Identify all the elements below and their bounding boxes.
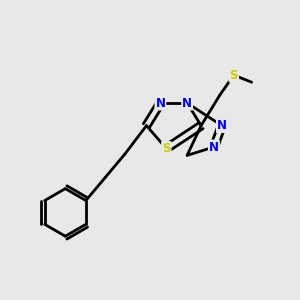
Text: N: N — [209, 140, 219, 154]
Text: S: S — [162, 142, 171, 155]
Text: N: N — [155, 97, 165, 110]
Text: N: N — [217, 119, 227, 132]
Text: N: N — [182, 97, 192, 110]
Text: S: S — [230, 69, 238, 82]
